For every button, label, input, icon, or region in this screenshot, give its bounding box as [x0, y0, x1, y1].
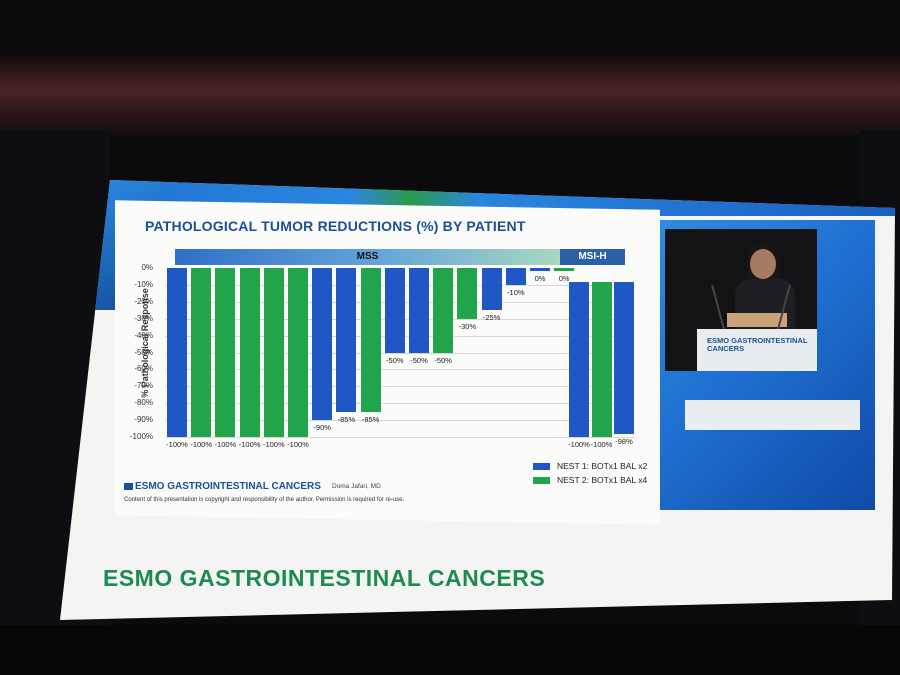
y-tick-label: -20%	[134, 296, 153, 306]
grid-line	[165, 352, 635, 354]
bar	[360, 268, 381, 412]
bar-value-label: -100%	[287, 440, 309, 449]
footer-copyright: Content of this presentation is copyrigh…	[124, 497, 405, 503]
podium-text-2: CANCERS	[707, 344, 745, 353]
bar	[167, 268, 187, 437]
bar-value-label: -100%	[190, 440, 213, 449]
grid-line	[165, 386, 635, 388]
bar-value-label: -100%	[238, 440, 261, 449]
y-tick-label: -90%	[134, 415, 153, 425]
bar	[215, 268, 236, 437]
y-tick-label: -30%	[134, 313, 153, 323]
laptop	[727, 313, 787, 327]
legend-label-nest1: NEST 1: BOTx1 BAL x2	[557, 461, 648, 471]
bar	[409, 268, 429, 353]
footer-logo: ESMO GASTROINTESTINAL CANCERS	[124, 481, 321, 492]
group-band-msi-h: MSI-H	[560, 249, 625, 265]
bar-value-label: 0%	[534, 274, 546, 283]
bar	[191, 268, 212, 437]
bar	[312, 268, 333, 421]
bar	[336, 268, 357, 412]
bar	[433, 268, 454, 353]
grid-line	[165, 437, 635, 438]
bar-value-label: -10%	[507, 287, 525, 297]
y-tick-label: -40%	[134, 330, 153, 340]
bar	[591, 282, 612, 437]
slide-title: PATHOLOGICAL TUMOR REDUCTIONS (%) BY PAT…	[145, 218, 526, 234]
legend-swatch-nest1	[533, 462, 550, 470]
group-band-mss: MSS	[175, 249, 560, 265]
podium: ESMO GASTROINTESTINAL CANCERS	[697, 329, 817, 371]
bar-value-label: -30%	[458, 321, 477, 331]
bar	[288, 268, 308, 437]
bar	[614, 282, 634, 434]
y-tick-label: -70%	[134, 381, 153, 391]
bar	[481, 268, 502, 311]
speaker-video: ESMO GASTROINTESTINAL CANCERS	[665, 229, 817, 371]
bar	[263, 268, 284, 437]
legend-label-nest2: NEST 2: BOTx1 BAL x4	[557, 475, 648, 485]
bar-value-label: -100%	[214, 440, 237, 449]
bar-value-label: -25%	[482, 313, 501, 323]
bar-value-label: -85%	[361, 414, 380, 424]
grid-line	[165, 369, 635, 371]
bar-value-label: -50%	[410, 355, 428, 365]
y-tick-label: -60%	[134, 364, 153, 374]
bar	[554, 268, 575, 271]
bar	[384, 268, 405, 353]
bar-value-label: 0%	[558, 274, 570, 283]
right-decoration-strip	[685, 400, 860, 430]
footer-logo-text: ESMO GASTROINTESTINAL CANCERS	[135, 481, 321, 492]
y-tick-label: -10%	[134, 279, 153, 289]
legend-swatch-nest2	[533, 476, 550, 484]
bar	[239, 268, 260, 437]
bar-value-label: -100%	[568, 440, 590, 449]
y-tick-label: -100%	[129, 432, 153, 441]
bar-value-label: -100%	[262, 440, 285, 449]
bar-value-label: -50%	[434, 355, 452, 365]
bar-value-label: -85%	[337, 414, 356, 424]
bar-value-label: -90%	[313, 423, 331, 433]
ceiling	[0, 55, 900, 135]
bar-value-label: -50%	[386, 355, 404, 365]
bar	[505, 268, 526, 285]
grid-line	[165, 420, 635, 422]
y-tick-label: -80%	[134, 398, 153, 408]
footer-author: Doma Jafari, MD	[332, 483, 381, 490]
big-brand-text: ESMO GASTROINTESTINAL CANCERS	[103, 565, 546, 591]
chart-legend: NEST 1: BOTx1 BAL x2 NEST 2: BOTx1 BAL x…	[533, 461, 647, 489]
grid-line	[165, 403, 635, 405]
y-tick-label: -50%	[134, 347, 153, 357]
esmo-logo-icon	[124, 482, 133, 490]
podium-text-1: ESMO GASTROINTESTINAL	[707, 336, 808, 345]
floor	[0, 625, 900, 675]
legend-item-nest2: NEST 2: BOTx1 BAL x4	[533, 475, 647, 485]
bar	[530, 268, 550, 271]
speaker-head	[750, 249, 776, 279]
bar	[457, 268, 478, 319]
bar	[569, 282, 589, 437]
microphone-left	[711, 284, 725, 330]
bar-value-label: -100%	[590, 440, 613, 449]
legend-item-nest1: NEST 1: BOTx1 BAL x2	[533, 461, 647, 471]
bar-value-label: -100%	[166, 440, 188, 449]
y-tick-label: 0%	[141, 263, 153, 272]
bar-value-label: -98%	[615, 436, 633, 446]
